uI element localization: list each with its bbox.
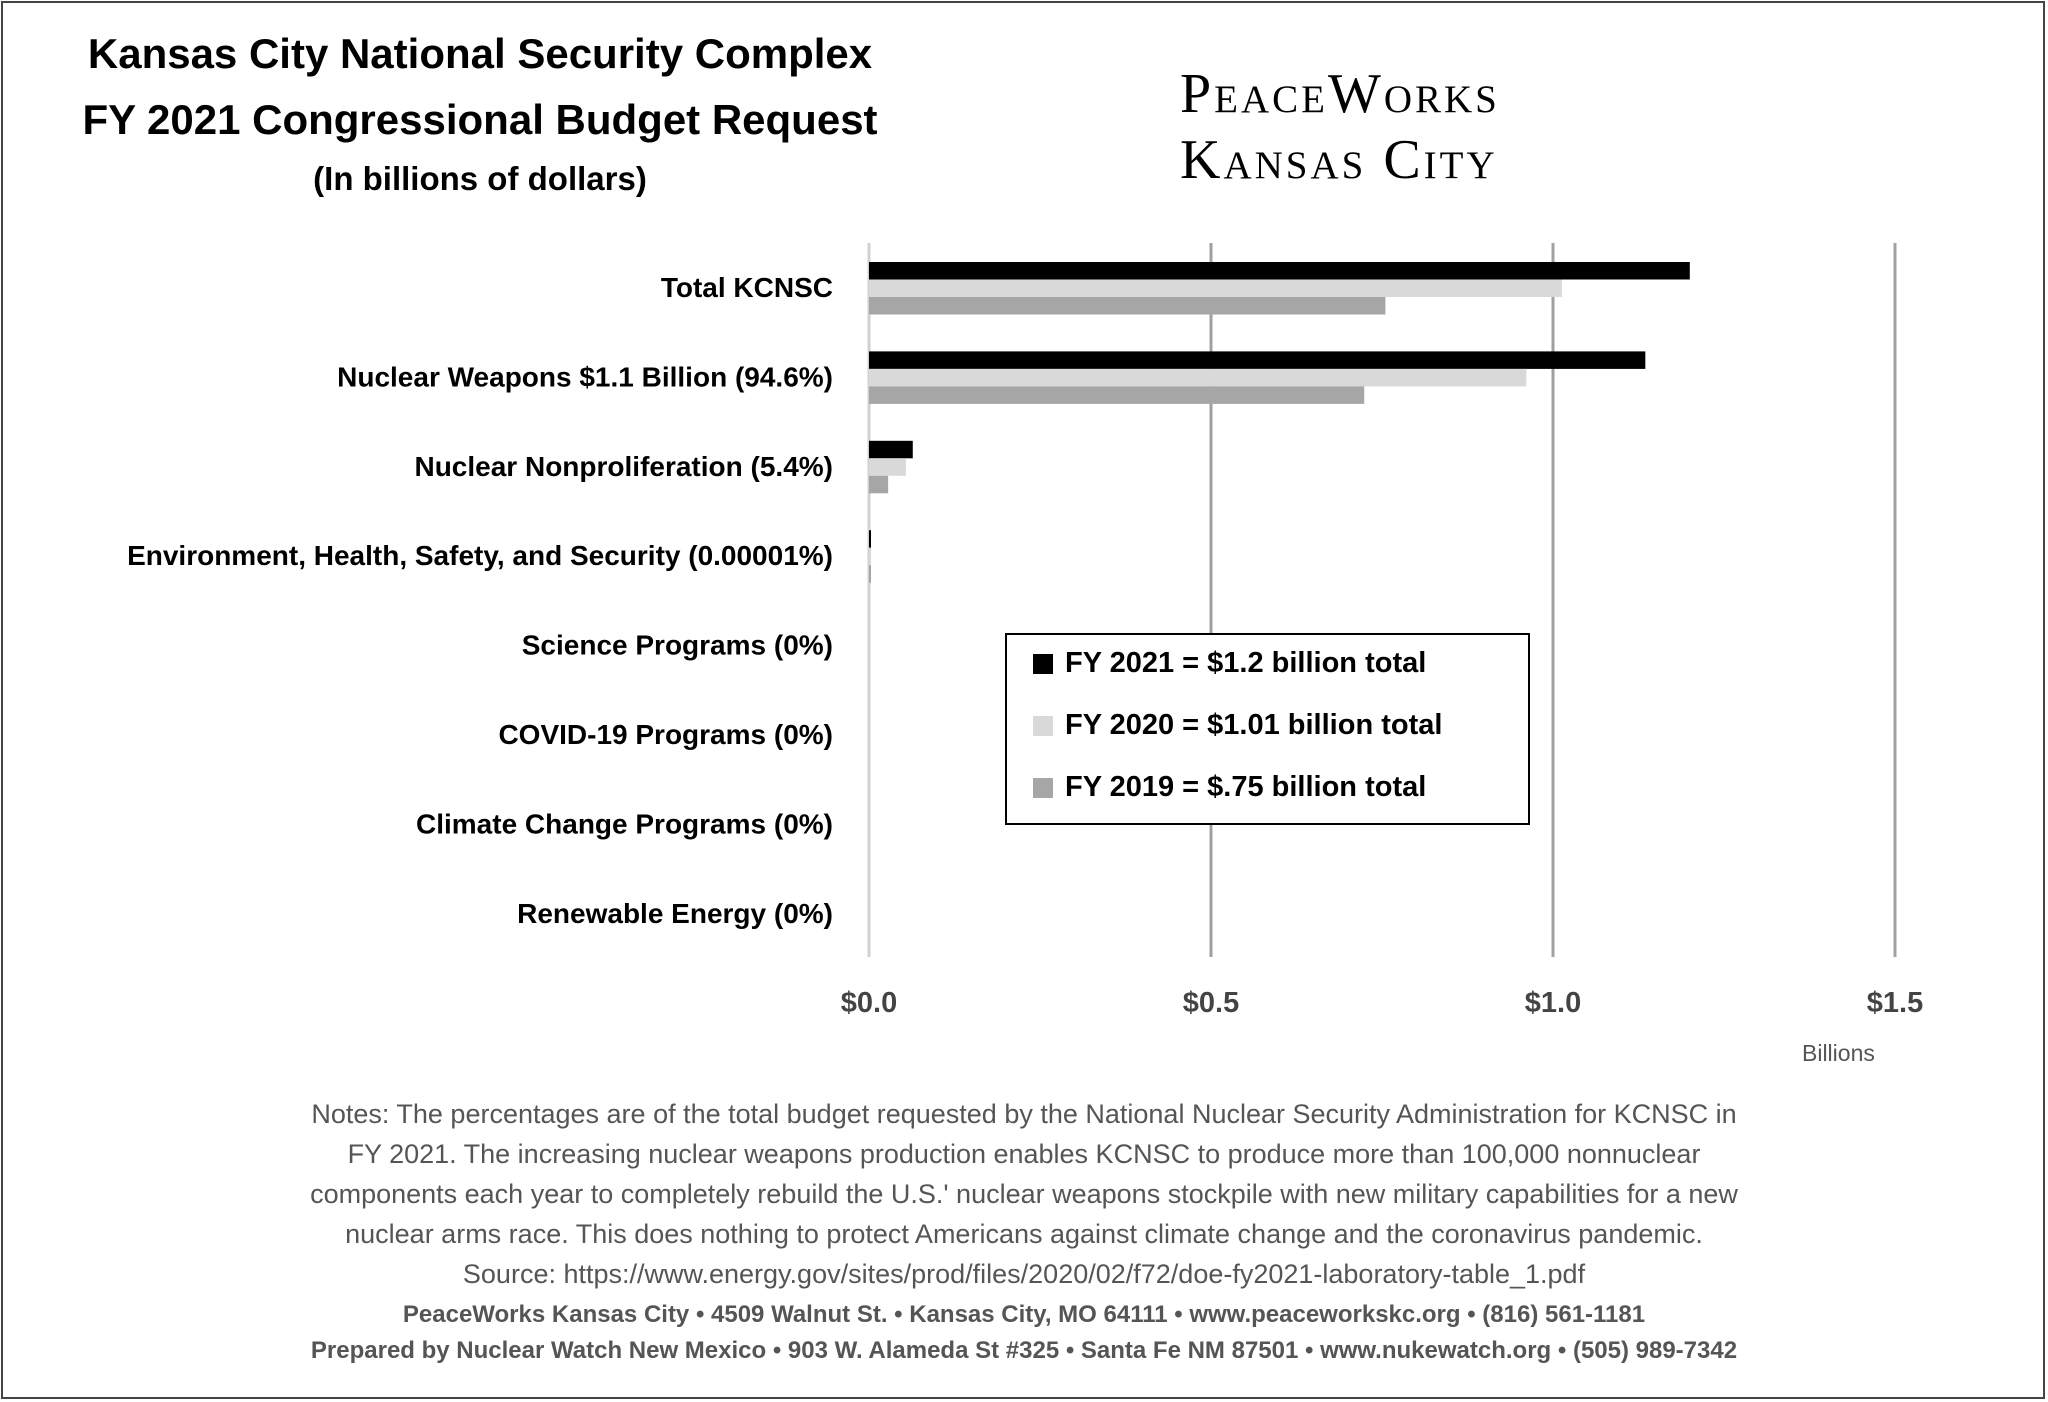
bar	[869, 565, 871, 583]
credits-line: Prepared by Nuclear Watch New Mexico • 9…	[310, 1337, 1738, 1364]
category-label: Total KCNSC	[661, 272, 833, 303]
bar	[869, 547, 871, 566]
bar	[869, 458, 906, 476]
notes-line: nuclear arms race. This does nothing to …	[345, 1219, 1703, 1249]
category-label: Nuclear Weapons $1.1 Billion (94.6%)	[337, 361, 833, 392]
x-tick-label: $0.5	[1183, 987, 1239, 1019]
legend: FY 2021 = $1.2 billion total FY 2020 = $…	[1005, 633, 1530, 825]
legend-swatch	[1033, 653, 1053, 674]
legend-label: FY 2021 = $1.2 billion total	[1065, 647, 1427, 679]
x-tick-label: $1.0	[1525, 987, 1581, 1019]
bar	[869, 475, 889, 494]
x-axis-label: Billions	[1802, 1040, 1875, 1066]
bar	[869, 530, 871, 548]
notes-line: components each year to completely rebui…	[310, 1179, 1738, 1209]
category-label: Climate Change Programs (0%)	[416, 808, 833, 839]
source-line: Source: https://www.energy.gov/sites/pro…	[462, 1259, 1586, 1289]
bar	[869, 440, 913, 459]
category-label: COVID-19 Programs (0%)	[498, 719, 833, 750]
category-label: Nuclear Nonproliferation (5.4%)	[414, 451, 833, 482]
notes-line: FY 2021. The increasing nuclear weapons …	[347, 1139, 1701, 1169]
legend-item-fy2020: FY 2020 = $1.01 billion total	[1033, 709, 1442, 742]
notes-line: Notes: The percentages are of the total …	[311, 1099, 1737, 1129]
x-tick-label: $0.0	[841, 987, 897, 1019]
legend-label: FY 2019 = $.75 billion total	[1065, 771, 1427, 803]
credits-line: PeaceWorks Kansas City • 4509 Walnut St.…	[402, 1301, 1646, 1328]
legend-item-fy2021: FY 2021 = $1.2 billion total	[1033, 647, 1426, 680]
category-label: Renewable Energy (0%)	[517, 898, 833, 929]
bar	[869, 368, 1527, 387]
bar	[869, 297, 1386, 315]
legend-swatch	[1033, 715, 1053, 736]
bar	[869, 262, 1690, 280]
legend-label: FY 2020 = $1.01 billion total	[1065, 709, 1443, 741]
logo-line1: PeaceWorks	[1180, 63, 1500, 125]
category-label: Science Programs (0%)	[522, 630, 833, 661]
chart-title-line1: Kansas City National Security Complex	[87, 30, 873, 77]
x-tick-label: $1.5	[1867, 987, 1923, 1019]
legend-swatch	[1033, 777, 1053, 798]
legend-item-fy2019: FY 2019 = $.75 billion total	[1033, 771, 1426, 804]
bar	[869, 351, 1646, 369]
bar	[869, 386, 1365, 404]
chart-subtitle: (In billions of dollars)	[313, 160, 647, 197]
credits: PeaceWorks Kansas City • 4509 Walnut St.…	[74, 1297, 1974, 1369]
chart-title-line2: FY 2021 Congressional Budget Request	[82, 96, 878, 143]
category-label: Environment, Health, Safety, and Securit…	[127, 540, 833, 571]
bar	[869, 279, 1562, 297]
notes: Notes: The percentages are of the total …	[74, 1094, 1974, 1294]
logo-line2: Kansas City	[1180, 129, 1498, 191]
